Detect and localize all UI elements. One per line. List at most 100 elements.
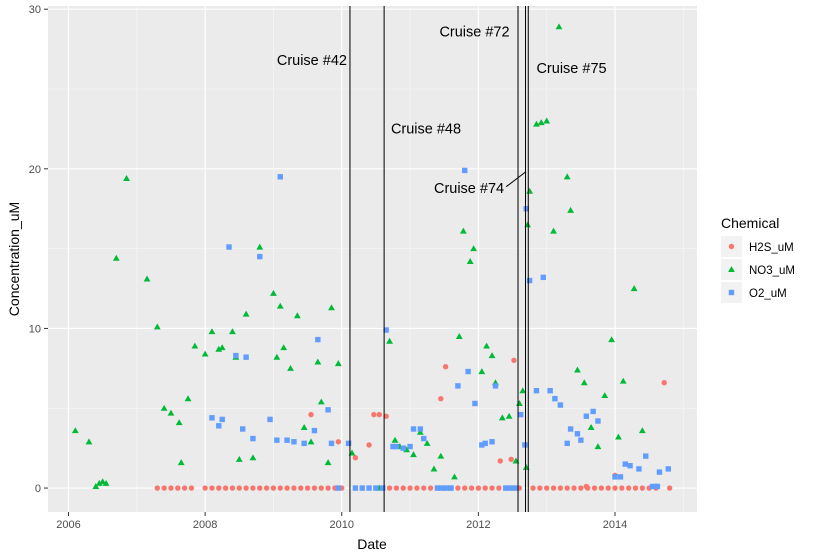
legend-title: Chemical (721, 215, 779, 231)
data-point-no3-um (287, 364, 294, 371)
data-point-o2-um (383, 327, 389, 333)
data-point-o2-um (617, 474, 624, 480)
data-point-no3-um (615, 433, 622, 440)
data-point-no3-um (533, 120, 540, 127)
data-point-h2s-um (366, 442, 372, 448)
data-point-h2s-um (442, 364, 449, 370)
data-point-o2-um (479, 442, 485, 448)
data-point-no3-um (160, 404, 168, 411)
data-point-o2-um (482, 440, 488, 447)
data-point-no3-um (293, 312, 301, 319)
data-point-h2s-um (376, 411, 383, 418)
data-point-no3-um (177, 459, 185, 466)
data-point-no3-um (71, 427, 79, 434)
data-point-h2s-um (236, 485, 242, 491)
data-point-h2s-um (666, 485, 673, 491)
data-point-no3-um (430, 465, 438, 472)
data-point-o2-um (523, 206, 529, 212)
data-point-h2s-um (386, 485, 393, 491)
data-point-no3-um (488, 352, 496, 359)
data-point-no3-um (99, 478, 107, 485)
y-tick-label: 30 (29, 4, 41, 16)
data-point-h2s-um (188, 485, 195, 491)
data-point-h2s-um (168, 485, 174, 491)
data-point-no3-um (416, 428, 424, 435)
legend-label: O2_uM (749, 288, 787, 300)
data-point-o2-um (417, 426, 424, 432)
data-point-o2-um (209, 415, 215, 421)
data-point-h2s-um (550, 485, 557, 491)
data-point-h2s-um (496, 485, 502, 491)
data-point-o2-um (359, 485, 365, 491)
data-point-h2s-um (544, 485, 550, 491)
data-point-no3-um (191, 342, 199, 349)
data-point-o2-um (448, 485, 454, 491)
data-point-o2-um (465, 368, 471, 375)
y-axis-title: Concentration_uM (6, 202, 22, 316)
data-point-o2-um (444, 485, 451, 491)
data-point-o2-um (380, 485, 386, 491)
data-point-h2s-um (421, 485, 427, 491)
data-point-h2s-um (625, 485, 632, 491)
data-point-no3-um (95, 479, 103, 486)
legend-key-o2-um (728, 289, 735, 296)
legend-label: H2S_uM (749, 242, 794, 254)
data-point-h2s-um (393, 485, 400, 491)
data-point-no3-um (218, 344, 226, 351)
data-point-o2-um (612, 474, 618, 480)
data-point-o2-um (503, 485, 509, 491)
data-point-o2-um (219, 416, 225, 423)
data-point-no3-um (314, 358, 322, 365)
data-point-o2-um (366, 485, 372, 491)
data-point-h2s-um (209, 485, 215, 491)
data-point-h2s-um (537, 485, 543, 491)
data-point-h2s-um (497, 458, 503, 464)
data-point-no3-um (242, 310, 250, 317)
data-point-no3-um (167, 409, 175, 416)
data-point-h2s-um (222, 485, 229, 491)
data-point-h2s-um (475, 485, 482, 491)
y-axis-ticks: 0 10 20 30 (29, 4, 48, 495)
data-point-o2-um (643, 453, 649, 459)
data-point-h2s-um (304, 485, 311, 491)
data-point-h2s-um (632, 485, 639, 491)
data-point-h2s-um (325, 485, 331, 491)
data-point-o2-um (301, 440, 307, 447)
data-point-h2s-um (284, 485, 290, 491)
x-axis-ticks: 2006 2008 2010 2012 2014 (56, 512, 627, 531)
data-point-o2-um (526, 277, 533, 284)
data-point-o2-um (390, 443, 396, 450)
data-point-h2s-um (161, 485, 167, 491)
data-point-o2-um (564, 440, 570, 447)
data-point-h2s-um (250, 485, 256, 491)
data-point-h2s-um (400, 485, 406, 491)
data-point-o2-um (274, 437, 280, 443)
data-point-no3-um (619, 377, 627, 384)
data-point-o2-um (472, 400, 478, 407)
data-point-o2-um (325, 407, 331, 413)
data-point-o2-um (291, 439, 297, 445)
data-point-no3-um (537, 119, 545, 126)
data-point-h2s-um (508, 456, 514, 463)
data-point-no3-um (256, 243, 264, 250)
data-point-o2-um (595, 418, 601, 424)
cruise-annotation: Cruise #72 (439, 24, 509, 40)
cruise-lines (349, 6, 529, 512)
data-point-h2s-um (202, 485, 208, 491)
data-point-no3-um (85, 438, 93, 445)
data-point-h2s-um (489, 485, 495, 491)
data-point-h2s-um (511, 357, 517, 364)
data-point-h2s-um (270, 485, 277, 491)
data-point-no3-um (235, 455, 243, 462)
data-point-no3-um (580, 379, 588, 386)
data-point-h2s-um (619, 485, 625, 491)
data-point-no3-um (208, 328, 216, 335)
data-point-no3-um (550, 227, 557, 234)
data-point-h2s-um (216, 485, 222, 491)
data-point-no3-um (455, 333, 463, 339)
data-point-o2-um (243, 354, 249, 360)
data-point-no3-um (184, 395, 192, 402)
legend-key-h2s-um (728, 243, 735, 250)
data-point-h2s-um (661, 380, 667, 386)
